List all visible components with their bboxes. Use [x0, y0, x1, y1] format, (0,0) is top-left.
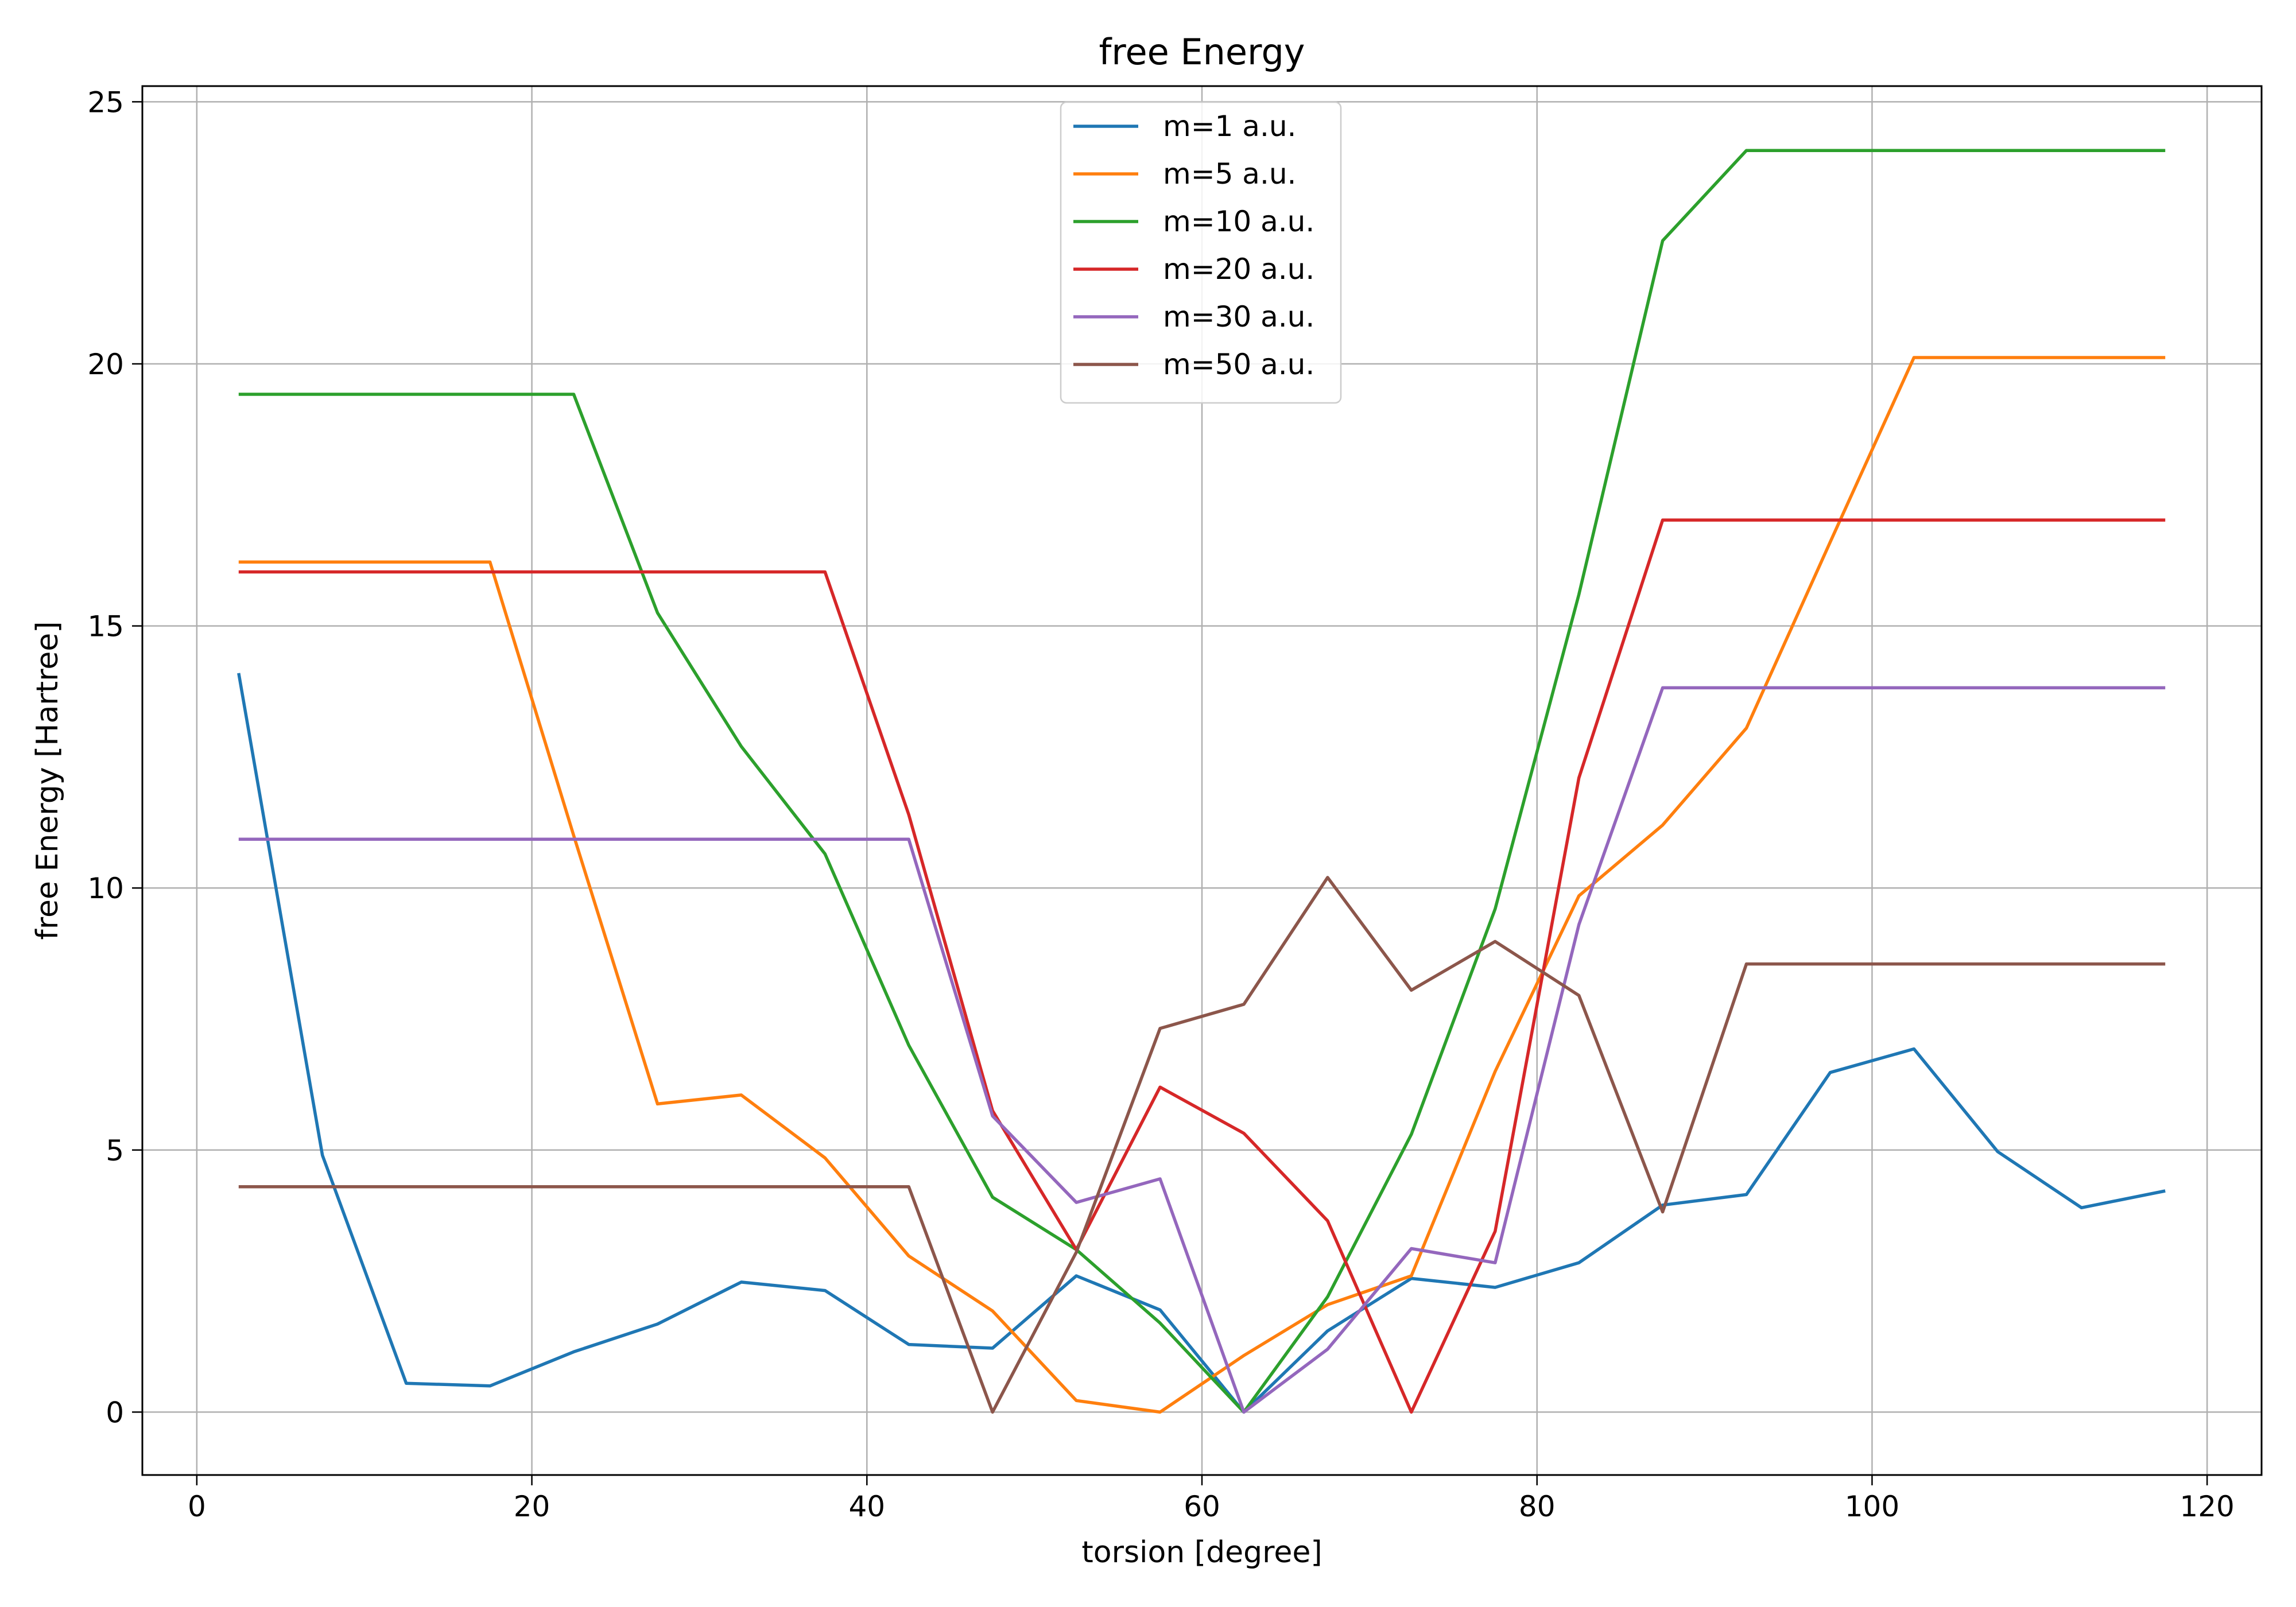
series-line: [238, 356, 2166, 1414]
legend: m=1 a.u. m=5 a.u. m=10 a.u. m=20 a.u. m=30 a…: [1060, 101, 1342, 404]
y-tick-label: 20: [87, 348, 124, 381]
x-axis-label: torsion [degree]: [1081, 1535, 1322, 1570]
y-tick-label: 25: [87, 86, 124, 119]
y-axis-label: free Energy [Hartree]: [30, 621, 65, 940]
legend-label: m=50 a.u.: [1163, 348, 1314, 381]
legend-label: m=20 a.u.: [1163, 253, 1314, 286]
y-tick-label: 5: [106, 1134, 124, 1167]
y-tick-label: 10: [87, 872, 124, 905]
x-tick-label: 100: [1845, 1490, 1899, 1523]
legend-label: m=10 a.u.: [1163, 205, 1314, 238]
legend-label: m=30 a.u.: [1163, 300, 1314, 333]
series-line: [237, 673, 2166, 1414]
series-line: [238, 686, 2166, 1414]
x-tick-label: 60: [1184, 1490, 1220, 1523]
axis-ticks: 0 20 40 60 80 100 120 0 5 10 15 20 25: [87, 86, 2234, 1523]
legend-box: [1060, 101, 1342, 404]
grid-lines: [142, 86, 2262, 1475]
series-line: [238, 876, 2166, 1414]
x-tick-label: 20: [514, 1490, 550, 1523]
x-tick-label: 120: [2179, 1490, 2234, 1523]
legend-label: m=1 a.u.: [1163, 110, 1296, 143]
y-tick-label: 0: [106, 1396, 124, 1429]
chart-title: free Energy: [1099, 31, 1305, 73]
y-tick-label: 15: [87, 610, 124, 643]
series-line: [238, 518, 2166, 1414]
x-tick-label: 40: [848, 1490, 885, 1523]
x-tick-label: 80: [1519, 1490, 1556, 1523]
x-tick-label: 0: [188, 1490, 206, 1523]
series-lines: [237, 149, 2166, 1414]
series-line: [238, 149, 2166, 1414]
legend-label: m=5 a.u.: [1163, 157, 1296, 191]
